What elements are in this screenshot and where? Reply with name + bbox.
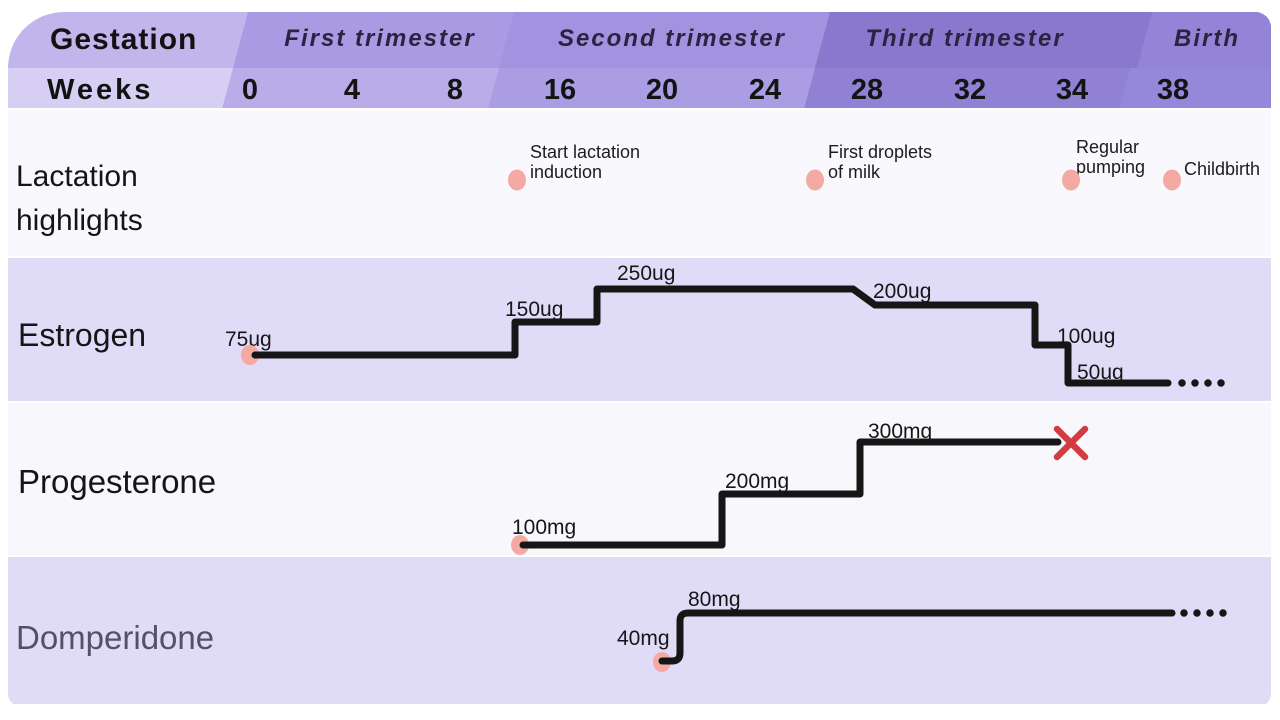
dose-label-progesterone-100mg: 100mg xyxy=(512,516,577,539)
gestation-header-label: Gestation xyxy=(50,23,198,56)
timeline-panel: Gestation First trimester Second trimest… xyxy=(8,12,1271,706)
milestone-droplets-line1: First droplets xyxy=(828,142,933,162)
weeks-band xyxy=(8,68,1271,108)
milestone-droplets-line2: of milk xyxy=(828,162,881,182)
trimester-header-band xyxy=(8,12,1271,68)
milestone-label-childbirth: Childbirth xyxy=(1184,159,1260,179)
week-tick-20: 20 xyxy=(645,74,679,106)
milestone-label-regular-pumping: Regular pumping xyxy=(1076,137,1145,177)
milestone-start-line2: induction xyxy=(530,162,603,182)
dose-label-domperidone-40mg: 40mg xyxy=(617,627,670,650)
dose-label-estrogen-250ug: 250ug xyxy=(617,262,676,285)
estrogen-row-label: Estrogen xyxy=(18,317,147,353)
weeks-header-label: Weeks xyxy=(47,74,154,106)
dose-label-domperidone-80mg: 80mg xyxy=(688,588,741,611)
domperidone-row-label: Domperidone xyxy=(16,619,215,656)
week-tick-24: 24 xyxy=(748,74,782,106)
lactation-row-label-line1: Lactation xyxy=(16,160,138,193)
week-tick-16: 16 xyxy=(543,74,577,106)
week-tick-0: 0 xyxy=(241,74,259,106)
dose-label-progesterone-300mg: 300mg xyxy=(868,420,933,443)
trimester-label-third: Third trimester xyxy=(865,25,1065,52)
lactation-row-label: Lactation highlights xyxy=(16,155,143,243)
week-tick-4: 4 xyxy=(343,74,361,106)
milestone-pumping-line1: Regular xyxy=(1076,137,1140,157)
row-lactation-highlights xyxy=(8,110,1271,256)
milestone-label-start-lactation: Start lactation induction xyxy=(530,142,640,182)
trimester-label-birth: Birth xyxy=(1174,25,1240,52)
week-tick-34: 34 xyxy=(1055,74,1089,106)
lactation-row-label-line2: highlights xyxy=(16,204,143,237)
dose-label-estrogen-100ug: 100ug xyxy=(1057,325,1116,348)
dose-label-estrogen-75ug: 75ug xyxy=(225,328,272,351)
milestone-start-line1: Start lactation xyxy=(530,142,641,162)
trimester-label-second: Second trimester xyxy=(557,25,787,52)
dose-label-estrogen-150ug: 150ug xyxy=(505,298,564,321)
trimester-label-first: First trimester xyxy=(284,25,476,52)
dose-label-estrogen-50ug: 50ug xyxy=(1077,361,1124,384)
dose-label-estrogen-200ug: 200ug xyxy=(873,280,932,303)
dose-label-progesterone-200mg: 200mg xyxy=(725,470,790,493)
progesterone-row-label: Progesterone xyxy=(18,463,217,500)
milestone-label-first-droplets: First droplets of milk xyxy=(828,142,932,182)
milestone-pumping-line2: pumping xyxy=(1076,157,1146,177)
week-tick-8: 8 xyxy=(446,74,464,106)
week-tick-32: 32 xyxy=(953,74,987,106)
week-tick-28: 28 xyxy=(850,74,884,106)
milestone-childbirth-line1: Childbirth xyxy=(1184,159,1261,179)
week-tick-38: 38 xyxy=(1156,74,1190,106)
